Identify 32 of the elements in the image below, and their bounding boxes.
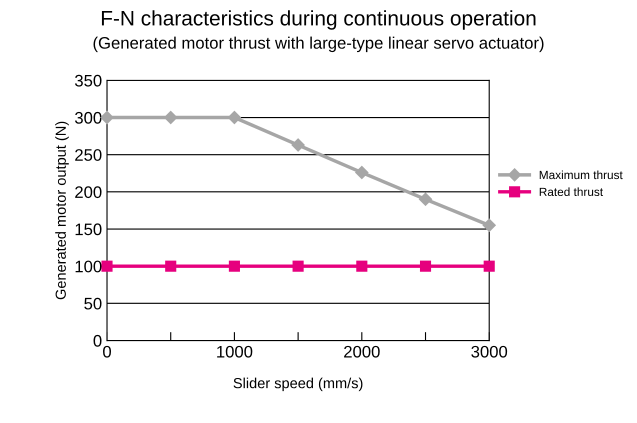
point (484, 260, 495, 272)
y-tick-label: 350 (74, 74, 102, 87)
point (355, 166, 368, 180)
x-tick-label: 2000 (344, 346, 380, 358)
y-axis-title: Generated motor output (N) (55, 122, 69, 300)
point (418, 192, 432, 206)
point (165, 260, 176, 272)
chart-title: F-N characteristics during continuous operation (102, 10, 536, 30)
y-tick-label: 50 (84, 298, 102, 310)
y-tick-label: 150 (76, 223, 102, 236)
x-axis-title: Slider speed (mm/s) (234, 378, 362, 392)
y-tick-label: 300 (74, 112, 102, 124)
point (228, 260, 240, 272)
point (101, 260, 113, 272)
x-tick-label: 3000 (471, 346, 508, 358)
point (292, 138, 305, 152)
y-tick-label: 100 (76, 260, 102, 272)
x-tick-label: 0 (103, 346, 111, 358)
point (100, 110, 114, 124)
chart-subtitle: (Generated motor thrust with large-type linear servo actuator) (94, 36, 544, 52)
point (356, 260, 368, 272)
point (228, 110, 242, 124)
y-tick-label: 250 (75, 149, 102, 161)
point (292, 260, 304, 272)
point (482, 218, 496, 232)
y-tick-label: 0 (94, 334, 102, 347)
legend-label: Maximum thrust (540, 170, 623, 180)
legend-label: Rated thrust (540, 187, 604, 196)
x-tick-label: 1000 (217, 346, 252, 358)
y-tick-label: 200 (75, 186, 102, 198)
point (164, 110, 178, 124)
point (420, 260, 432, 272)
